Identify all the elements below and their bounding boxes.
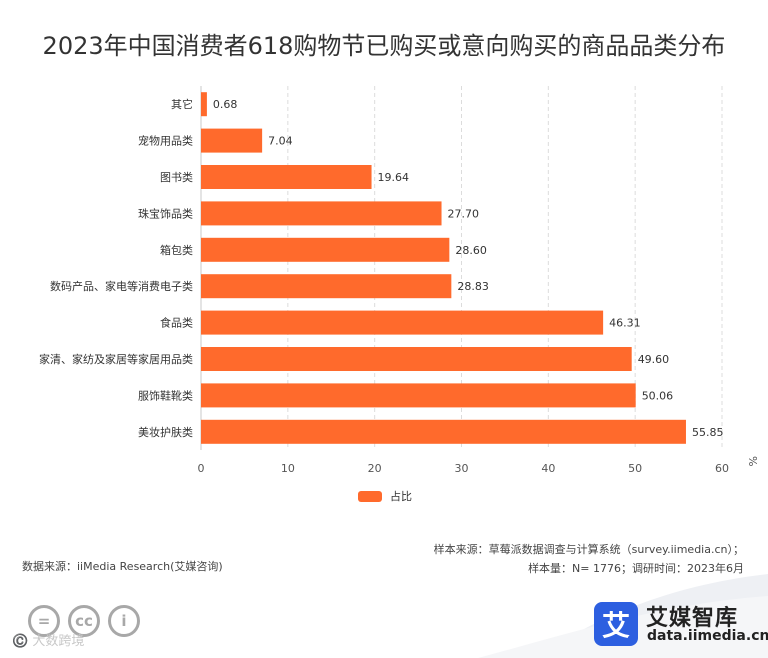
value-label: 0.68 [213, 98, 238, 111]
value-label: 50.06 [642, 389, 674, 402]
chart-title: 2023年中国消费者618购物节已购买或意向购买的商品品类分布 [42, 32, 726, 60]
category-label: 其它 [171, 97, 193, 111]
value-label: 49.60 [638, 353, 670, 366]
sample-size: 样本量：N= 1776；调研时间：2023年6月 [528, 562, 744, 575]
bar [201, 165, 372, 189]
legend-label: 占比 [390, 490, 412, 503]
bar [201, 310, 604, 335]
data-source: 数据来源：iiMedia Research(艾媒咨询) [22, 560, 223, 573]
x-axis-unit: % [746, 456, 759, 466]
brand-name: 艾媒智库 [646, 606, 739, 631]
bar [201, 419, 686, 444]
category-label: 箱包类 [160, 243, 193, 257]
category-label: 食品类 [160, 316, 193, 330]
x-tick-label: 40 [541, 462, 555, 475]
category-label: 珠宝饰品类 [138, 206, 193, 220]
bar [201, 92, 207, 117]
sample-info-block: 样本来源：草莓派数据调查与计算系统（survey.iimedia.cn）； 样本… [434, 540, 744, 578]
value-label: 19.64 [378, 171, 410, 184]
x-tick-label: 0 [198, 462, 205, 475]
brand-url: data.iimedia.cn [647, 628, 768, 644]
value-label: 46.31 [609, 317, 641, 330]
sample-source: 样本来源：草莓派数据调查与计算系统（survey.iimedia.cn）； [433, 543, 744, 556]
category-label: 家清、家纺及家居等家居用品类 [39, 352, 193, 366]
cc-icon: cc [68, 605, 100, 637]
category-label: 宠物用品类 [138, 134, 193, 148]
value-label: 27.70 [448, 207, 480, 220]
logo-icon: 艾 [594, 602, 638, 646]
bar-chart: 0 10 20 30 40 50 60% 其它 0.68 宠物用品类 7.04 图书类 19.64 珠宝饰… [39, 86, 759, 475]
x-tick-label: 20 [368, 462, 382, 475]
license-icons: = cc i [28, 605, 140, 637]
value-label: 28.60 [455, 244, 487, 257]
x-tick-label: 30 [455, 462, 469, 475]
watermark: ©️ 大数跨境 [12, 634, 85, 649]
category-label: 服饰鞋靴类 [138, 388, 193, 402]
value-label: 7.04 [268, 135, 293, 148]
category-label: 数码产品、家电等消费电子类 [50, 279, 193, 293]
value-label: 28.83 [457, 280, 489, 293]
bar [201, 347, 632, 371]
bar [201, 201, 442, 226]
bar [201, 128, 263, 153]
bar [201, 383, 636, 408]
x-tick-label: 10 [281, 462, 295, 475]
category-label: 图书类 [160, 170, 193, 184]
bar [201, 274, 452, 299]
person-icon: i [108, 605, 140, 637]
legend[interactable]: 占比 [358, 488, 412, 504]
category-label: 美妆护肤类 [138, 425, 193, 439]
value-label: 55.85 [692, 426, 724, 439]
legend-swatch [358, 490, 382, 502]
equal-icon: = [28, 605, 60, 637]
x-tick-label: 50 [628, 462, 642, 475]
bar [201, 237, 450, 262]
x-tick-label: 60 [715, 462, 729, 475]
